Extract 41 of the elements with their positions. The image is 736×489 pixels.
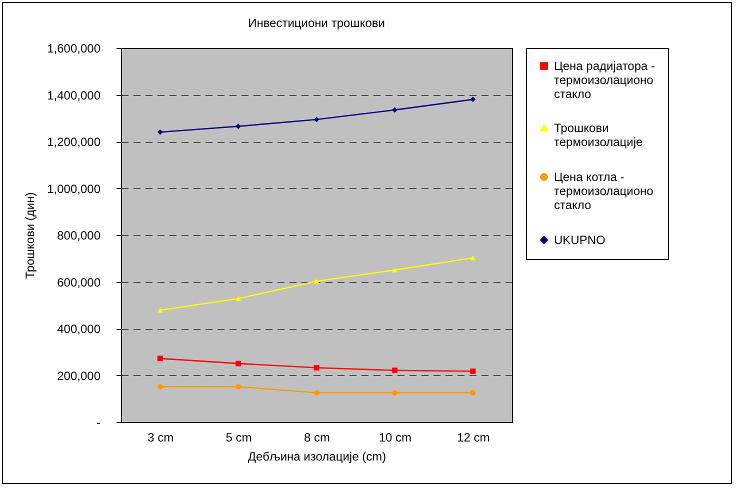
x-tick-label: 5 cm (226, 430, 252, 444)
point (314, 116, 320, 122)
y-axis-title: Трошкови (дин) (23, 192, 38, 279)
legend-label: Трошкови термоизолације (554, 121, 644, 149)
point (470, 390, 476, 396)
point (236, 360, 242, 366)
x-tick-label: 12 cm (457, 430, 490, 444)
y-tick-label: 1,000,000 (47, 182, 101, 196)
point (157, 129, 163, 135)
x-tick-label: 3 cm (148, 430, 174, 444)
point (236, 296, 242, 301)
y-tick-label: 800,000 (57, 228, 101, 242)
y-tick-label: 400,000 (57, 322, 101, 336)
x-tick-label: 10 cm (378, 430, 412, 444)
legend-label: UKUPNO (554, 233, 606, 247)
chart-title: Инвестициони трошкови (248, 16, 385, 30)
point (157, 384, 163, 390)
point (314, 365, 320, 371)
y-tick-label: 200,000 (57, 368, 101, 383)
point (157, 308, 163, 313)
y-tick-label: 1,200,000 (47, 135, 101, 149)
y-tick-label: - (96, 416, 100, 430)
point (470, 256, 476, 260)
point (392, 268, 398, 272)
point (236, 384, 242, 390)
point (470, 368, 476, 374)
point (392, 107, 398, 113)
point (392, 368, 398, 374)
x-tick-label: 8 cm (304, 430, 330, 444)
point (314, 278, 320, 284)
x-axis-title: Дебљина изолације (cm) (248, 450, 386, 464)
point (157, 356, 163, 362)
y-tick-label: 1,600,000 (47, 42, 101, 56)
legend-label: Цена радијатора - термоизолационо стакло (554, 59, 656, 101)
legend-label: Цена котла - термоизолационо стакло (554, 170, 654, 212)
point (470, 96, 476, 102)
y-tick-label: 1,400,000 (47, 88, 101, 102)
y-tick-label: 600,000 (57, 275, 101, 290)
point (392, 390, 398, 396)
point (314, 390, 320, 396)
point (236, 124, 242, 130)
